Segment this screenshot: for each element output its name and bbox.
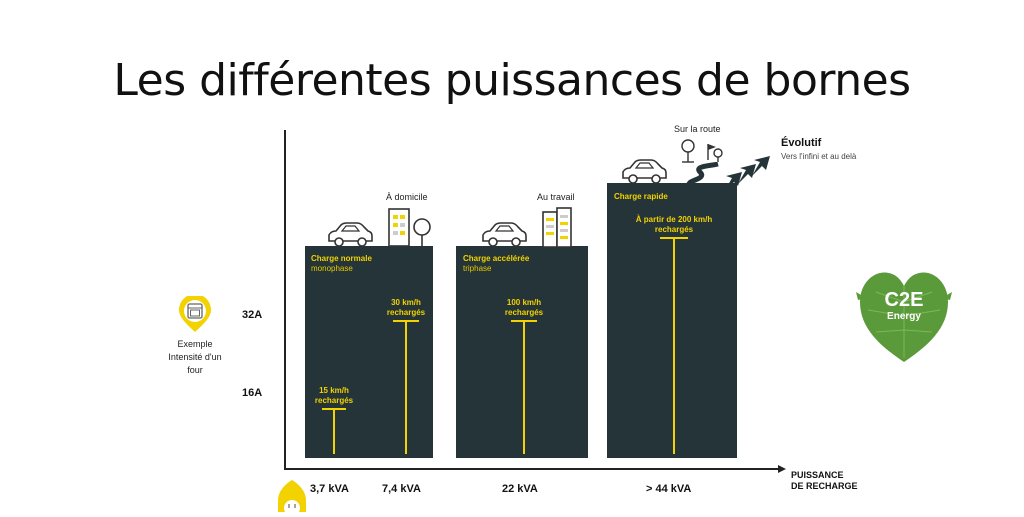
x-axis-title-line2: DE RECHARGE — [791, 481, 858, 491]
x-tick-7-4kva: 7,4 kVA — [382, 483, 421, 495]
road-charge-label: Charge rapide — [614, 192, 668, 201]
car-icon — [620, 159, 668, 190]
evolutif-title: Évolutif — [781, 137, 822, 149]
work-speed-100-line — [523, 320, 525, 454]
home-speed-30: 30 km/h rechargés — [386, 298, 426, 317]
evolution-arrows-icon — [722, 150, 782, 199]
car-icon — [326, 222, 374, 253]
x-axis-title-line1: PUISSANCE — [791, 470, 844, 480]
house-building-icon — [386, 207, 436, 252]
home-speed-15: 15 km/h rechargés — [314, 386, 354, 405]
home-charge-sub: monophase — [311, 264, 353, 273]
road-place-label: Sur la route — [674, 124, 721, 134]
x-axis — [284, 468, 780, 470]
amp-16a-label: 16A — [242, 387, 263, 399]
x-tick-44kva: > 44 kVA — [646, 483, 692, 495]
c2e-logo-subtext: Energy — [887, 311, 921, 322]
home-place-label: À domicile — [386, 192, 428, 202]
home-speed-15-line — [333, 408, 335, 454]
x-tick-3-7kva: 3,7 kVA — [310, 483, 349, 495]
page-title: Les différentes puissances de bornes — [113, 55, 911, 107]
work-charge-block — [456, 246, 588, 458]
x-axis-arrow-icon — [778, 465, 786, 473]
c2e-logo: C2E Energy — [852, 262, 956, 366]
home-speed-30-line — [405, 320, 407, 454]
work-charge-sub: triphase — [463, 264, 492, 273]
work-speed-100: 100 km/h rechargés — [504, 298, 544, 317]
road-speed-200: À partir de 200 km/h rechargés — [635, 215, 713, 234]
home-charge-block — [305, 246, 433, 458]
trees-icon — [678, 138, 726, 169]
road-curve-icon — [680, 161, 720, 191]
oven-example-text: Exemple Intensité d'un four — [168, 339, 222, 375]
home-charge-label: Charge normale — [311, 254, 372, 263]
road-charge-block — [607, 183, 737, 458]
plug-pin-icon — [274, 480, 310, 517]
road-speed-200-line — [673, 237, 675, 454]
amp-32a-label: 32A — [242, 309, 263, 321]
x-tick-22kva: 22 kVA — [502, 483, 538, 495]
car-icon — [480, 222, 528, 253]
oven-icon — [176, 294, 214, 334]
work-place-label: Au travail — [537, 192, 575, 202]
work-charge-label: Charge accélérée — [463, 254, 530, 263]
evolutif-subtitle: Vers l'infini et au delà — [781, 152, 857, 161]
office-building-icon — [540, 206, 574, 253]
y-axis — [284, 130, 286, 470]
c2e-logo-text: C2E — [884, 289, 924, 311]
